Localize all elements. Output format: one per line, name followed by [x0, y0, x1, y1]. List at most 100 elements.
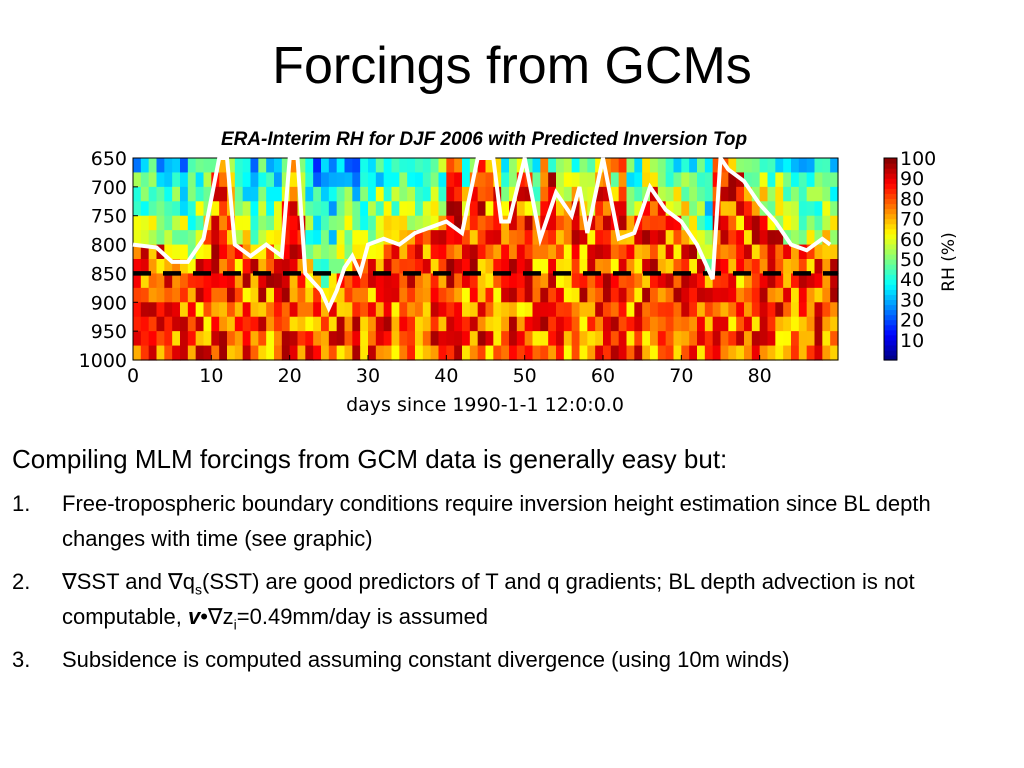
heatmap-cell [814, 273, 823, 289]
heatmap-cell [203, 316, 212, 332]
colorbar-segment [884, 264, 897, 270]
heatmap-cell [274, 215, 283, 231]
heatmap-cell [791, 186, 800, 202]
heatmap-cell [328, 331, 338, 347]
heatmap-cell [563, 230, 573, 246]
heatmap-cell [595, 331, 604, 347]
heatmap-cell [610, 302, 620, 318]
heatmap-cell [415, 316, 424, 332]
heatmap-cell [383, 273, 393, 289]
heatmap-cell [321, 158, 330, 174]
heatmap-cell [172, 186, 181, 202]
heatmap-cell [642, 287, 651, 303]
heatmap-cell [830, 302, 839, 318]
colorbar-segment [884, 188, 897, 194]
heatmap-cell [462, 259, 471, 275]
heatmap-cell [328, 273, 338, 289]
heatmap-cell [814, 302, 823, 318]
heatmap-cell [571, 230, 581, 246]
heatmap-cell [133, 345, 142, 361]
heatmap-cell [438, 230, 447, 246]
heatmap-cell [305, 201, 314, 217]
heatmap-cell [352, 345, 361, 361]
heatmap-cell [156, 345, 165, 361]
heatmap-cell [172, 316, 181, 332]
heatmap-cell [587, 215, 596, 231]
heatmap-cell [266, 345, 275, 361]
colorbar-tick-label: 30 [900, 289, 924, 311]
heatmap-cell [689, 273, 698, 289]
heatmap-cell [556, 259, 565, 275]
heatmap-cell [603, 230, 612, 246]
heatmap-cell [775, 287, 784, 303]
heatmap-cell [548, 316, 557, 332]
heatmap-cell [603, 244, 612, 260]
heatmap-cell [313, 215, 322, 231]
heatmap-cell [469, 302, 479, 318]
heatmap-cell [219, 172, 228, 188]
heatmap-cell [462, 302, 471, 318]
heatmap-cell [250, 158, 259, 174]
heatmap-cell [556, 230, 565, 246]
heatmap-cell [422, 259, 432, 275]
heatmap-cell [321, 316, 330, 332]
heatmap-cell [446, 302, 455, 318]
heatmap-cell [806, 302, 816, 318]
heatmap-cell [438, 331, 447, 347]
heatmap-cell [516, 331, 526, 347]
heatmap-cell [579, 158, 588, 174]
heatmap-cell [665, 201, 675, 217]
colorbar-segment [884, 289, 897, 295]
heatmap-cell [438, 287, 447, 303]
heatmap-cell [657, 244, 667, 260]
heatmap-cell [791, 230, 800, 246]
heatmap-cell [532, 259, 541, 275]
x-tick-label: 0 [127, 365, 139, 387]
heatmap-cell [681, 215, 690, 231]
heatmap-cell [712, 244, 722, 260]
heatmap-cell [328, 244, 338, 260]
heatmap-cell [704, 215, 714, 231]
heatmap-cell [407, 273, 416, 289]
heatmap-cell [454, 172, 463, 188]
heatmap-cell [391, 259, 400, 275]
heatmap-cell [219, 259, 228, 275]
heatmap-cell [806, 230, 816, 246]
heatmap-cell [352, 215, 361, 231]
heatmap-cell [759, 186, 769, 202]
heatmap-cell [751, 201, 761, 217]
heatmap-cell [493, 158, 502, 174]
heatmap-cell [571, 172, 581, 188]
heatmap-cell [657, 316, 667, 332]
heatmap-cell [563, 172, 573, 188]
heatmap-cell [438, 345, 447, 361]
heatmap-cell [642, 201, 651, 217]
heatmap-cell [485, 215, 494, 231]
heatmap-cell [430, 259, 440, 275]
heatmap-cell [563, 345, 573, 361]
heatmap-cell [383, 316, 393, 332]
heatmap-cell [250, 201, 259, 217]
heatmap-cell [814, 215, 823, 231]
list-item: 2. ∇SST and ∇qs(SST) are good predictors… [12, 564, 1012, 634]
heatmap-cell [399, 172, 408, 188]
heatmap-cell [360, 316, 369, 332]
heatmap-cell [321, 259, 330, 275]
heatmap-cell [783, 287, 792, 303]
heatmap-cell [360, 345, 369, 361]
heatmap-cell [540, 244, 549, 260]
heatmap-cell [501, 345, 510, 361]
heatmap-cell [720, 273, 729, 289]
heatmap-cell [305, 331, 314, 347]
heatmap-cell [704, 201, 714, 217]
heatmap-cell [368, 215, 377, 231]
heatmap-cell [548, 172, 557, 188]
heatmap-cell [438, 273, 447, 289]
heatmap-cell [642, 215, 651, 231]
heatmap-cell [328, 230, 338, 246]
heatmap-cell [791, 172, 800, 188]
heatmap-cell [626, 331, 635, 347]
heatmap-cell [830, 331, 839, 347]
heatmap-cell [736, 215, 745, 231]
heatmap-cell [321, 302, 330, 318]
